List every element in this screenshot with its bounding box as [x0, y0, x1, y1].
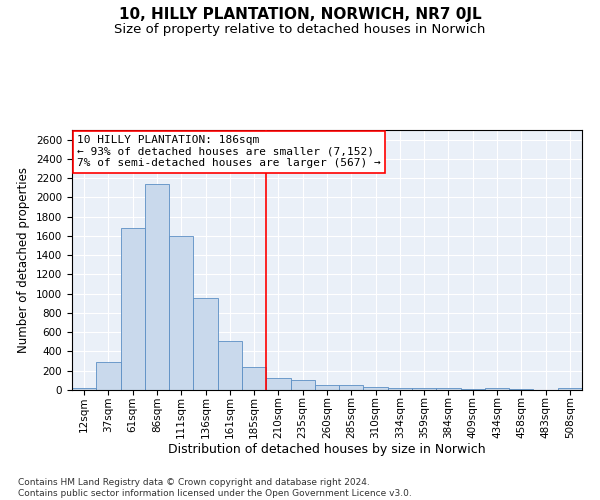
Text: Contains HM Land Registry data © Crown copyright and database right 2024.
Contai: Contains HM Land Registry data © Crown c…	[18, 478, 412, 498]
Bar	[290, 380, 315, 390]
Bar	[388, 388, 412, 390]
Bar	[436, 388, 461, 390]
Y-axis label: Number of detached properties: Number of detached properties	[17, 167, 31, 353]
Bar	[364, 386, 388, 390]
Text: 10 HILLY PLANTATION: 186sqm
← 93% of detached houses are smaller (7,152)
7% of s: 10 HILLY PLANTATION: 186sqm ← 93% of det…	[77, 135, 381, 168]
Bar	[485, 388, 509, 390]
Bar	[169, 236, 193, 390]
Bar	[121, 228, 145, 390]
Bar	[509, 388, 533, 390]
Bar	[558, 388, 582, 390]
Bar	[145, 184, 169, 390]
Bar	[412, 388, 436, 390]
Bar	[193, 298, 218, 390]
Bar	[242, 367, 266, 390]
Bar	[461, 388, 485, 390]
Bar	[218, 342, 242, 390]
Bar	[315, 385, 339, 390]
Text: Distribution of detached houses by size in Norwich: Distribution of detached houses by size …	[168, 442, 486, 456]
Bar	[96, 362, 121, 390]
Bar	[339, 385, 364, 390]
Text: Size of property relative to detached houses in Norwich: Size of property relative to detached ho…	[115, 22, 485, 36]
Text: 10, HILLY PLANTATION, NORWICH, NR7 0JL: 10, HILLY PLANTATION, NORWICH, NR7 0JL	[119, 8, 481, 22]
Bar	[266, 378, 290, 390]
Bar	[72, 388, 96, 390]
